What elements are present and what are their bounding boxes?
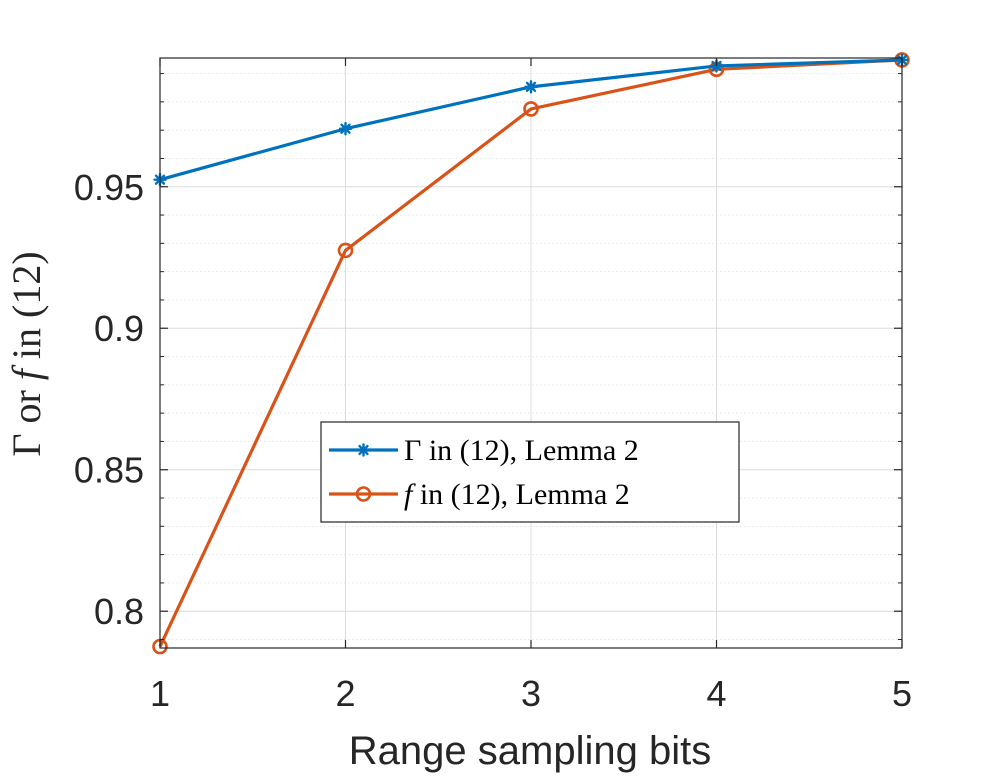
legend-label-rest: in (12), Lemma 2 [412,478,629,511]
legend-label: f in (12), Lemma 2 [404,478,630,511]
data-point [338,122,353,136]
legend-item-gamma: Γ in (12), Lemma 2 [329,434,639,467]
data-point [337,242,354,259]
y-axis-label: Γ or f in (12) [4,251,49,456]
x-tick-label: 4 [706,673,726,714]
x-tick-label: 5 [892,673,912,714]
data-point [355,486,372,502]
data-point [356,443,371,457]
legend-box [320,421,740,523]
x-tick-label: 3 [521,673,541,714]
legend-item-f: f in (12), Lemma 2 [329,478,630,511]
x-axis-label: Range sampling bits [349,729,711,773]
series-line-f [158,58,903,648]
x-tick-label: 2 [335,673,355,714]
data-point [523,101,539,117]
y-axis-label-prefix: Γ or [4,380,49,456]
data-point [524,80,538,94]
legend: Γ in (12), Lemma 2f in (12), Lemma 2 [320,421,740,523]
y-tick-label: 0.8 [94,591,144,632]
legend-label-variable: Γ [404,434,421,467]
axis-ticks: 1 2 3 4 5 0.8 0.85 0.9 0.95 [74,58,912,714]
y-axis-label-suffix: in (12) [4,251,49,369]
legend-label: Γ in (12), Lemma 2 [404,434,639,467]
series-f [152,52,910,655]
y-tick-label: 0.95 [74,167,144,208]
y-tick-label: 0.85 [74,450,144,491]
x-tick-label: 1 [150,673,170,714]
y-tick-label: 0.9 [94,308,144,349]
series-group [152,52,910,655]
legend-label-rest: in (12), Lemma 2 [421,434,638,467]
